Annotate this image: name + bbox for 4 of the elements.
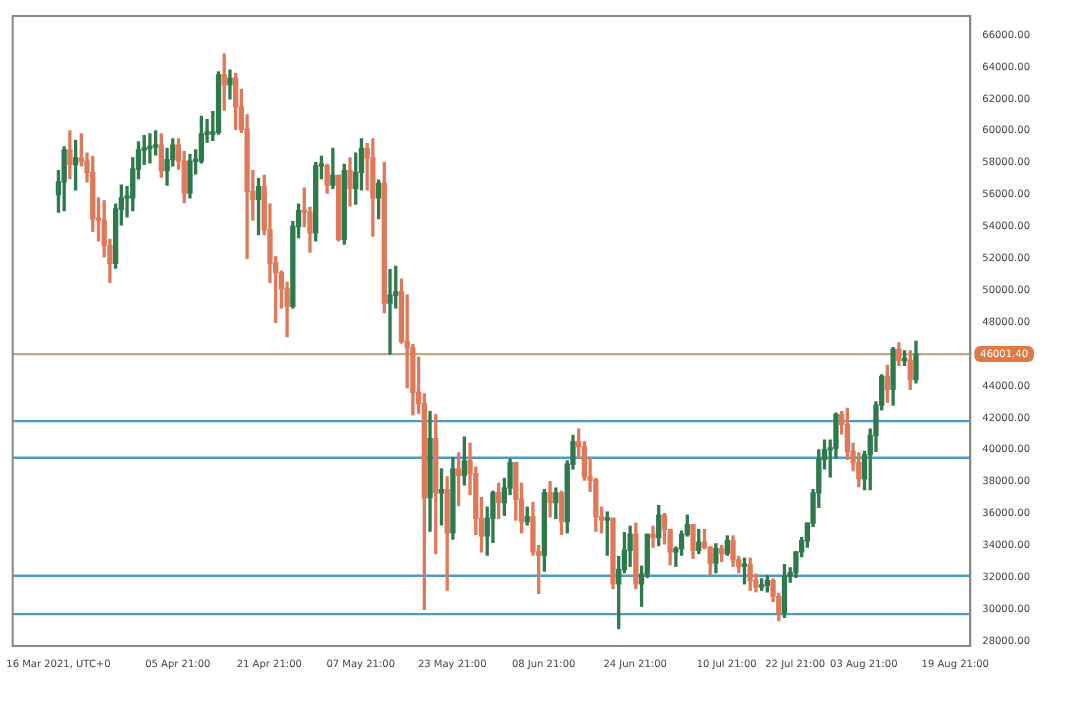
candlestick [387, 268, 393, 355]
candlestick [227, 69, 233, 100]
candlestick [147, 133, 153, 164]
candlestick [650, 525, 656, 548]
